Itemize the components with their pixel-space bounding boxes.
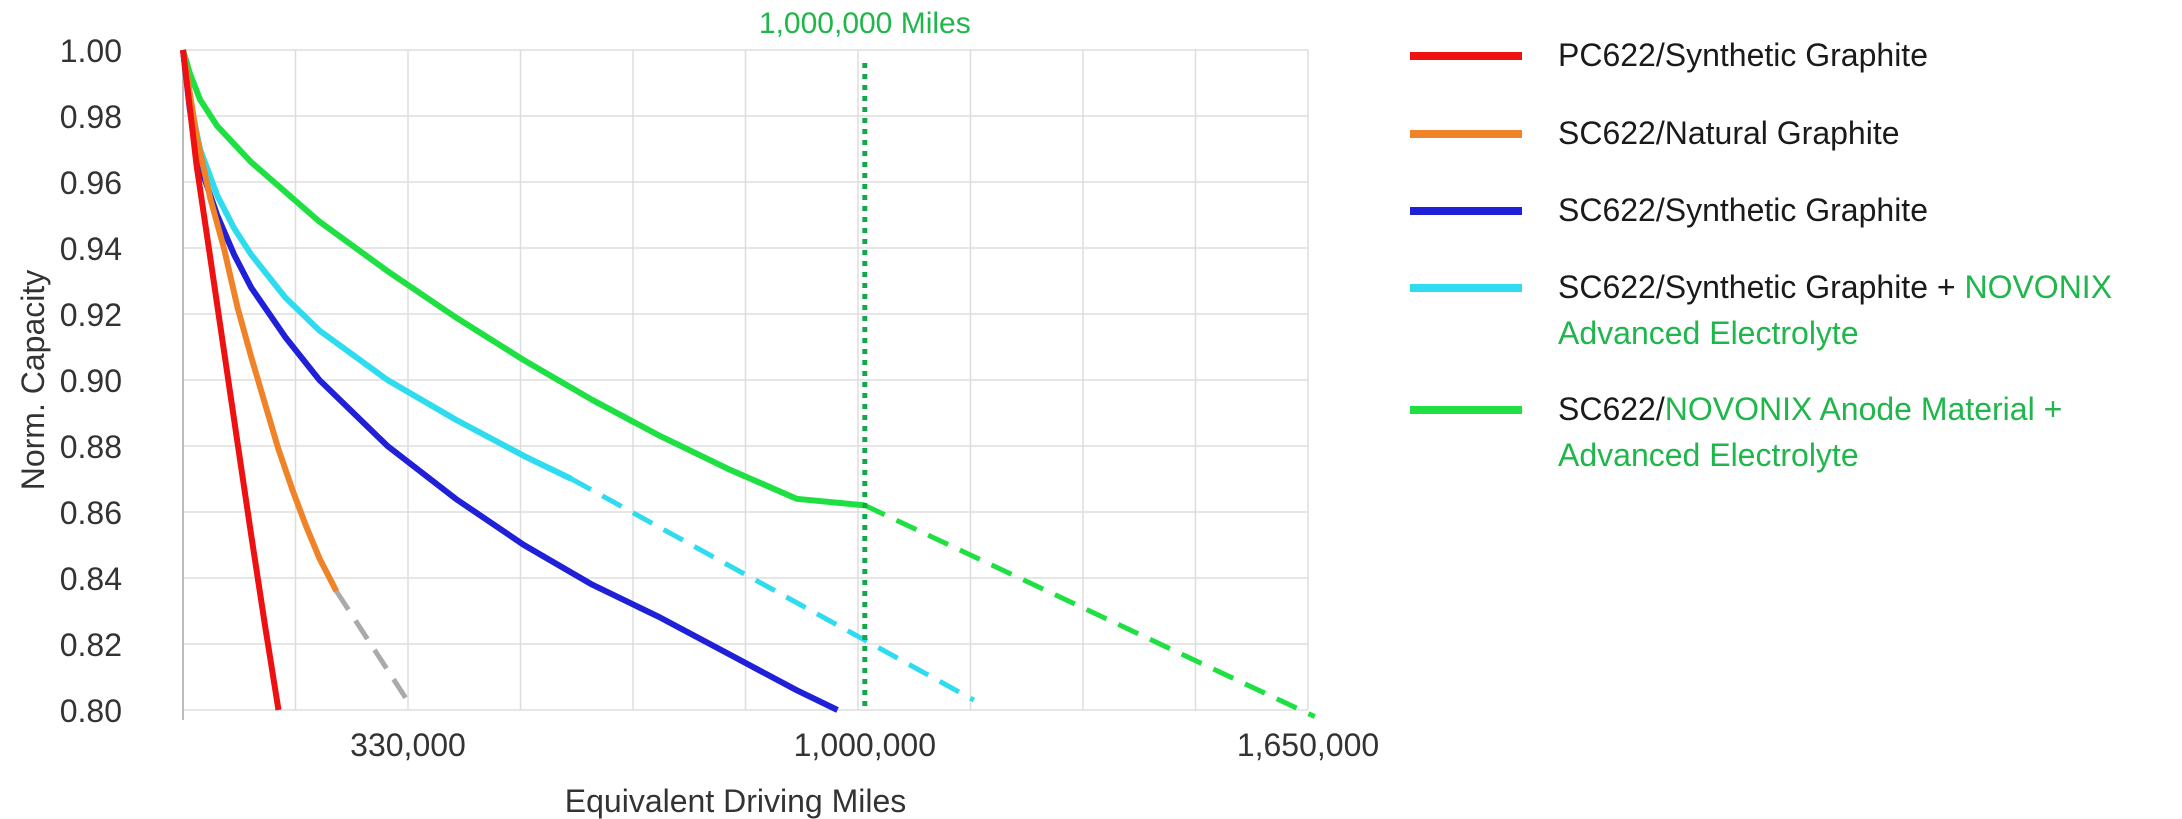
legend-label: SC622/NOVONIX Anode Material + Advanced … <box>1558 386 2180 478</box>
legend-item: SC622/Synthetic Graphite <box>1410 187 2180 233</box>
y-tick-label: 0.82 <box>60 627 122 663</box>
series-line <box>180 49 282 711</box>
legend-label-part: SC622/Synthetic Graphite + <box>1558 269 1965 305</box>
x-axis-label: Equivalent Driving Miles <box>565 783 906 819</box>
series-line <box>570 476 976 703</box>
x-tick-label: 330,000 <box>350 727 466 763</box>
legend-swatch <box>1410 284 1522 292</box>
legend-label-part: SC622/Natural Graphite <box>1558 115 1900 151</box>
legend-label: PC622/Synthetic Graphite <box>1558 32 1928 78</box>
legend-label: SC622/Natural Graphite <box>1558 110 1900 156</box>
y-axis-ticks: 1.00 0.98 0.96 0.94 0.92 0.90 0.88 0.86 0.84 0.82… <box>60 33 122 729</box>
x-tick-label: 1,650,000 <box>1237 727 1379 763</box>
x-tick-label: 1,000,000 <box>794 727 936 763</box>
series-line <box>334 589 414 709</box>
legend-swatch <box>1410 406 1522 414</box>
y-tick-label: 0.84 <box>60 561 122 597</box>
legend-label-part: NOVONIX Anode Material + Advanced Electr… <box>1558 391 2063 473</box>
y-tick-label: 0.92 <box>60 297 122 333</box>
y-tick-label: 0.88 <box>60 429 122 465</box>
y-tick-label: 1.00 <box>60 33 122 69</box>
annotation: 1,000,000 Miles <box>759 7 971 710</box>
legend-label-part: PC622/Synthetic Graphite <box>1558 37 1928 73</box>
legend-swatch <box>1410 130 1522 138</box>
legend-item: SC622/Synthetic Graphite + NOVONIX Advan… <box>1410 264 2180 356</box>
legend-swatch <box>1410 207 1522 215</box>
y-tick-label: 0.98 <box>60 99 122 135</box>
legend-label-part: SC622/ <box>1558 391 1665 427</box>
legend-label: SC622/Synthetic Graphite <box>1558 187 1928 233</box>
legend-label-part: SC622/Synthetic Graphite <box>1558 192 1928 228</box>
legend-item: SC622/NOVONIX Anode Material + Advanced … <box>1410 386 2180 478</box>
series-line <box>180 49 340 593</box>
legend-item: PC622/Synthetic Graphite <box>1410 32 2180 78</box>
y-tick-label: 0.90 <box>60 363 122 399</box>
y-tick-label: 0.86 <box>60 495 122 531</box>
chart: 1.00 0.98 0.96 0.94 0.92 0.90 0.88 0.86 0.84 0.82… <box>15 7 1379 819</box>
legend-item: SC622/Natural Graphite <box>1410 110 2180 156</box>
series-line <box>863 503 1316 719</box>
annotation-label: 1,000,000 Miles <box>759 7 971 40</box>
series-line <box>180 49 866 509</box>
legend-label: SC622/Synthetic Graphite + NOVONIX Advan… <box>1558 264 2180 356</box>
chart-series <box>180 49 1316 719</box>
x-axis-ticks: 330,000 1,000,000 1,650,000 <box>350 727 1379 763</box>
legend-label-part: NOVONIX Advanced Electrolyte <box>1558 269 2113 351</box>
chart-grid <box>182 49 1309 720</box>
y-axis-label: Norm. Capacity <box>15 270 51 491</box>
y-tick-label: 0.80 <box>60 693 122 729</box>
legend-swatch <box>1410 52 1522 60</box>
y-tick-label: 0.94 <box>60 231 122 267</box>
y-tick-label: 0.96 <box>60 165 122 201</box>
